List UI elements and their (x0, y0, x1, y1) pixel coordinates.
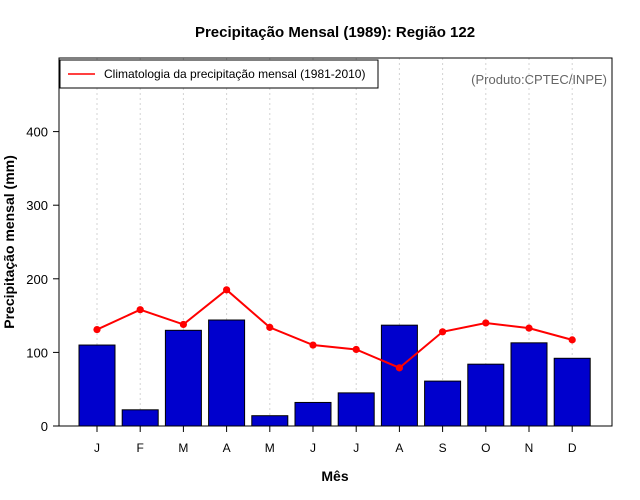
y-tick-label: 300 (26, 198, 48, 213)
x-tick-label: S (439, 441, 447, 455)
x-tick-label: A (223, 441, 231, 455)
bar-m-4 (251, 415, 289, 427)
y-axis-label: Precipitação mensal (mm) (1, 155, 17, 329)
climatology-point (525, 324, 533, 332)
chart-title: Precipitação Mensal (1989): Região 122 (195, 24, 475, 41)
climatology-point (266, 323, 274, 331)
climatology-point (309, 341, 317, 349)
y-tick-label: 100 (26, 345, 48, 360)
x-tick-label: F (137, 441, 144, 455)
x-tick-label: J (310, 441, 316, 455)
climatology-point (482, 319, 490, 327)
climatology-point (223, 286, 231, 294)
bar-n-10 (510, 342, 548, 427)
bar-a-3 (208, 319, 246, 427)
y-tick-label: 200 (26, 272, 48, 287)
credit-text: (Produto:CPTEC/INPE) (471, 72, 607, 87)
x-tick-label: M (265, 441, 275, 455)
x-tick-label: M (178, 441, 188, 455)
legend: Climatologia da precipitação mensal (198… (59, 59, 379, 89)
legend-box (59, 59, 379, 89)
climatology-point (93, 325, 101, 334)
x-axis-label: Mês (321, 468, 348, 484)
climatology-point (439, 328, 447, 336)
climatology-point (395, 364, 403, 372)
x-tick-label: O (481, 441, 490, 455)
climatology-point (352, 345, 360, 354)
bar-o-9 (467, 363, 505, 427)
y-axis: 0 100 200 300 400 (26, 125, 59, 434)
climatology-point (136, 306, 144, 314)
climatology-polyline (96, 288, 573, 370)
bar-j-0 (78, 344, 116, 427)
bar-s-8 (424, 380, 462, 427)
x-tick-label: J (353, 441, 359, 455)
y-tick-label: 0 (41, 419, 48, 434)
bar-j-6 (337, 392, 375, 427)
y-tick-label: 400 (26, 125, 48, 140)
bar-m-2 (164, 329, 202, 427)
x-tick-label: J (94, 441, 100, 455)
plot-frame (58, 57, 613, 427)
climatology-point (568, 336, 576, 344)
x-tick-label: A (395, 441, 403, 455)
climatology-line (93, 286, 576, 372)
bar-d-11 (553, 357, 591, 427)
bars (78, 319, 591, 427)
bar-f-1 (121, 409, 159, 427)
bar-j-5 (294, 401, 332, 427)
x-tick-label: D (568, 441, 577, 455)
climatology-point (179, 320, 187, 329)
bar-a-7 (380, 324, 418, 427)
x-tick-label: N (525, 441, 534, 455)
legend-label: Climatologia da precipitação mensal (198… (104, 67, 365, 81)
